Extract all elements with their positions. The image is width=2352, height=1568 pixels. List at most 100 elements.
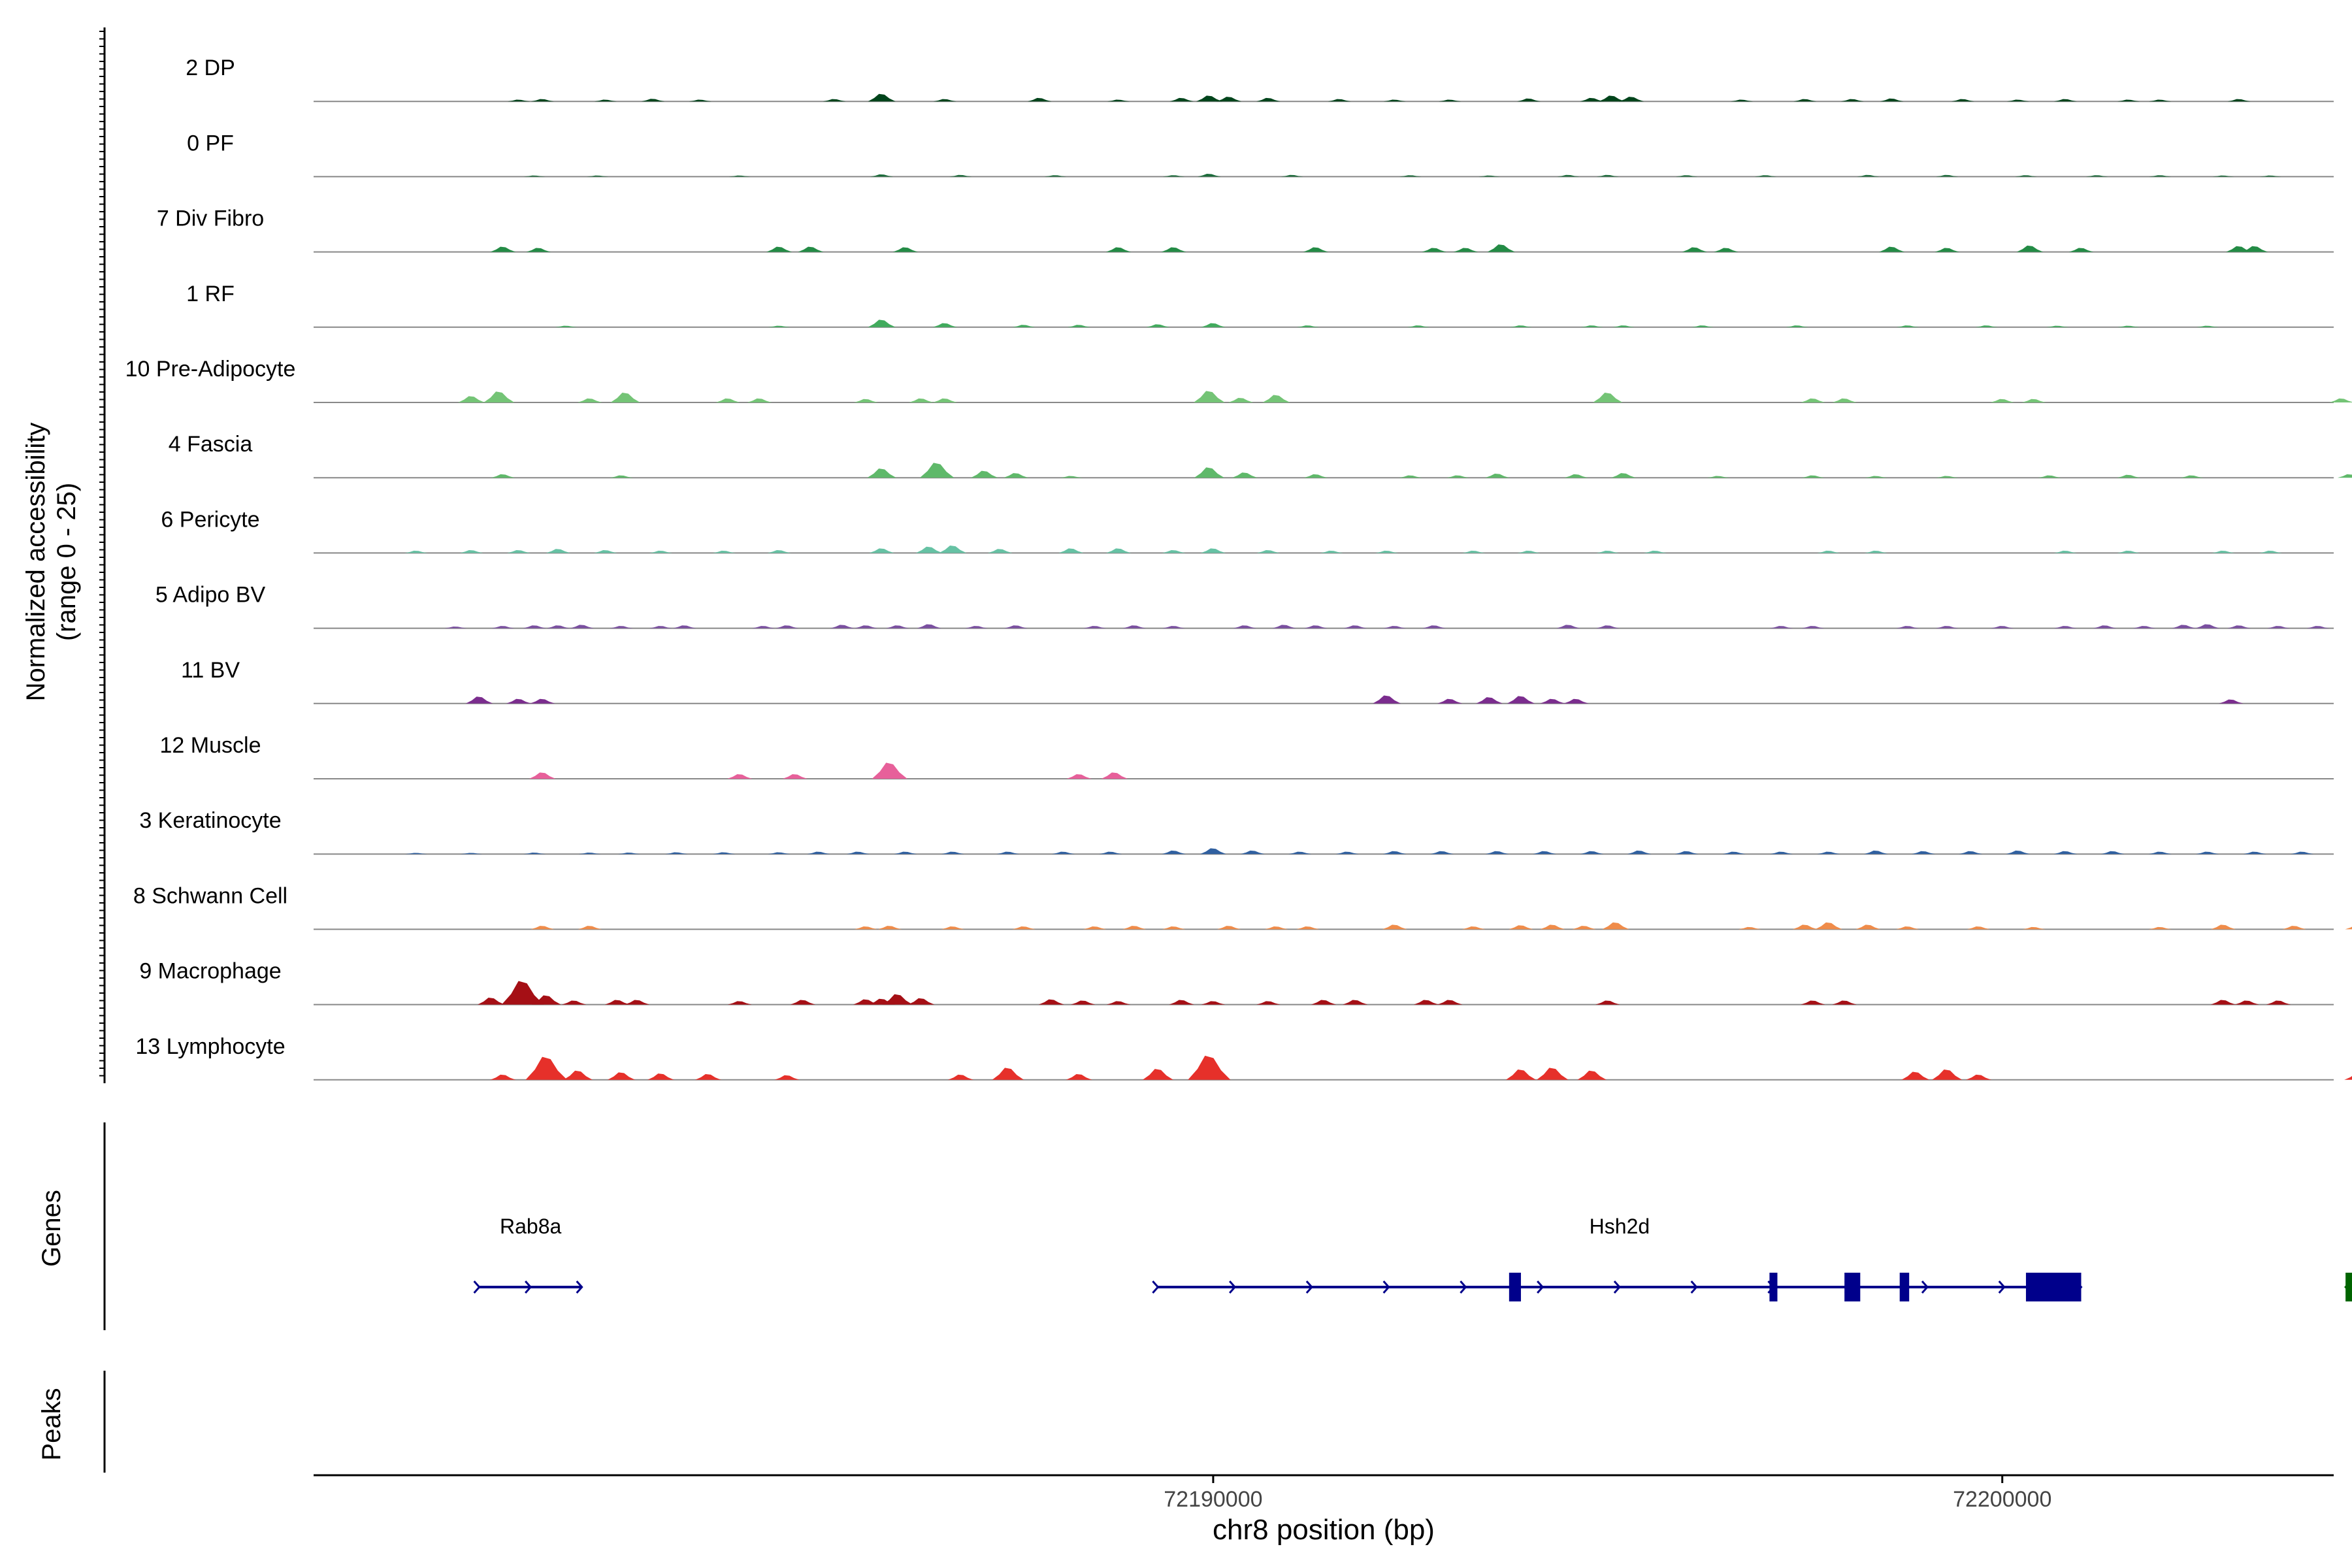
coverage-peak — [523, 625, 547, 629]
coverage-peak — [546, 549, 571, 553]
coverage-peak — [790, 1000, 816, 1005]
coverage-peak — [1382, 924, 1407, 930]
strand-arrow — [1382, 1281, 1390, 1294]
coverage-peak — [649, 550, 673, 553]
coverage-peak — [2259, 550, 2282, 553]
coverage-peak — [1901, 1071, 1930, 1080]
coverage-peak — [1801, 1000, 1825, 1005]
coverage-peak — [1083, 926, 1107, 930]
coverage-peak — [1730, 99, 1754, 102]
coverage-peak — [2172, 625, 2196, 629]
coverage-peak — [747, 398, 772, 402]
track: 2 DP — [186, 56, 2334, 103]
coverage-peak — [1462, 550, 1486, 553]
coverage-peak — [1066, 1074, 1092, 1080]
coverage-peak — [992, 1068, 1024, 1080]
coverage-peak — [1840, 99, 1864, 102]
coverage-peak — [1817, 550, 1840, 553]
gene-model: Hsh2d — [1152, 1215, 2083, 1301]
track: 4 Fascia — [169, 432, 2352, 479]
coverage-peak — [665, 852, 688, 855]
coverage-peak — [478, 998, 505, 1005]
coverage-peak — [798, 246, 824, 252]
coverage-peak — [405, 853, 427, 855]
coverage-peak — [641, 99, 665, 102]
track: 1 RF — [186, 282, 2334, 328]
track: 12 Muscle — [160, 733, 2334, 779]
coverage-peak — [1769, 851, 1793, 855]
strand-arrow — [1690, 1281, 1698, 1294]
coverage-peak — [1517, 550, 1541, 553]
coverage-peak — [2291, 851, 2314, 855]
coverage-peak — [1895, 926, 1919, 930]
coverage-peak — [2117, 99, 2140, 102]
strand-arrow — [1537, 1281, 1544, 1294]
coverage-peak — [1105, 247, 1132, 252]
y-axis-label: Normalized accessibility (range 0 - 25) — [22, 423, 81, 702]
coverage-peak — [1437, 698, 1463, 704]
coverage-peak — [2196, 325, 2219, 327]
coverage-peak — [715, 398, 740, 402]
x-axis-ticks: 72190000 72200000 — [1164, 1475, 2051, 1512]
coverage-tracks: 2 DP 0 PF 7 Div Fibro 1 RF 10 Pre-Adipocyte 4… — [125, 56, 2352, 1081]
coverage-peak — [1162, 550, 1186, 553]
coverage-peak — [490, 246, 516, 252]
coverage-peak — [870, 174, 894, 177]
x-tick-label: 72190000 — [1164, 1487, 1262, 1512]
coverage-peak — [2116, 474, 2140, 478]
coverage-peak — [1256, 97, 1281, 102]
coverage-peak — [1563, 698, 1589, 704]
gene-model: Cib3 — [2344, 1273, 2352, 1301]
coverage-peak — [1707, 476, 1730, 478]
coverage-peak — [1422, 248, 1446, 252]
coverage-peak — [919, 463, 955, 478]
coverage-peak — [2085, 175, 2108, 177]
coverage-peak — [1505, 1069, 1537, 1080]
coverage-peak — [610, 475, 633, 478]
coverage-peak — [444, 626, 467, 629]
coverage-peak — [1422, 625, 1446, 629]
coverage-peak — [1453, 248, 1478, 252]
coverage-peak — [2329, 398, 2352, 402]
coverage-peak — [1935, 626, 1959, 629]
coverage-peak — [907, 998, 935, 1005]
coverage-peak — [1012, 926, 1036, 930]
coverage-peak — [2259, 175, 2282, 177]
coverage-peak — [1264, 926, 1288, 930]
coverage-peak — [727, 1001, 752, 1005]
coverage-peak — [854, 399, 878, 402]
coverage-peak — [1196, 95, 1222, 102]
coverage-peak — [2148, 926, 2172, 930]
coverage-peak — [1058, 548, 1084, 553]
coverage-peak — [1935, 476, 1959, 478]
coverage-peak — [1107, 99, 1130, 102]
coverage-peak — [917, 624, 941, 629]
coverage-peak — [1003, 473, 1029, 478]
coverage-peak — [970, 470, 998, 478]
coverage-peak — [618, 853, 641, 855]
coverage-peak — [1682, 247, 1707, 252]
coverage-peak — [1044, 175, 1067, 177]
coverage-peak — [1383, 99, 1406, 102]
peaks-panel-label: Peaks — [37, 1388, 66, 1460]
coverage-peak — [949, 174, 972, 177]
coverage-peak — [1240, 850, 1265, 855]
coverage-peak — [1507, 696, 1535, 704]
coverage-peak — [964, 626, 988, 629]
strand-arrow — [1305, 1281, 1313, 1294]
coverage-peak — [1382, 851, 1407, 855]
coverage-peak — [530, 698, 555, 704]
coverage-peak — [501, 981, 544, 1005]
coverage-peak — [2117, 550, 2140, 553]
coverage-peak — [1801, 626, 1825, 629]
coverage-peak — [2344, 1075, 2352, 1080]
coverage-peak — [1335, 851, 1359, 855]
coverage-peak — [1228, 397, 1254, 402]
coverage-peak — [1281, 174, 1303, 177]
coverage-peak — [939, 545, 967, 553]
track-label: 8 Schwann Cell — [133, 883, 287, 908]
track-label: 2 DP — [186, 56, 235, 80]
coverage-peak — [1162, 175, 1185, 177]
track-label: 10 Pre-Adipocyte — [125, 357, 296, 382]
